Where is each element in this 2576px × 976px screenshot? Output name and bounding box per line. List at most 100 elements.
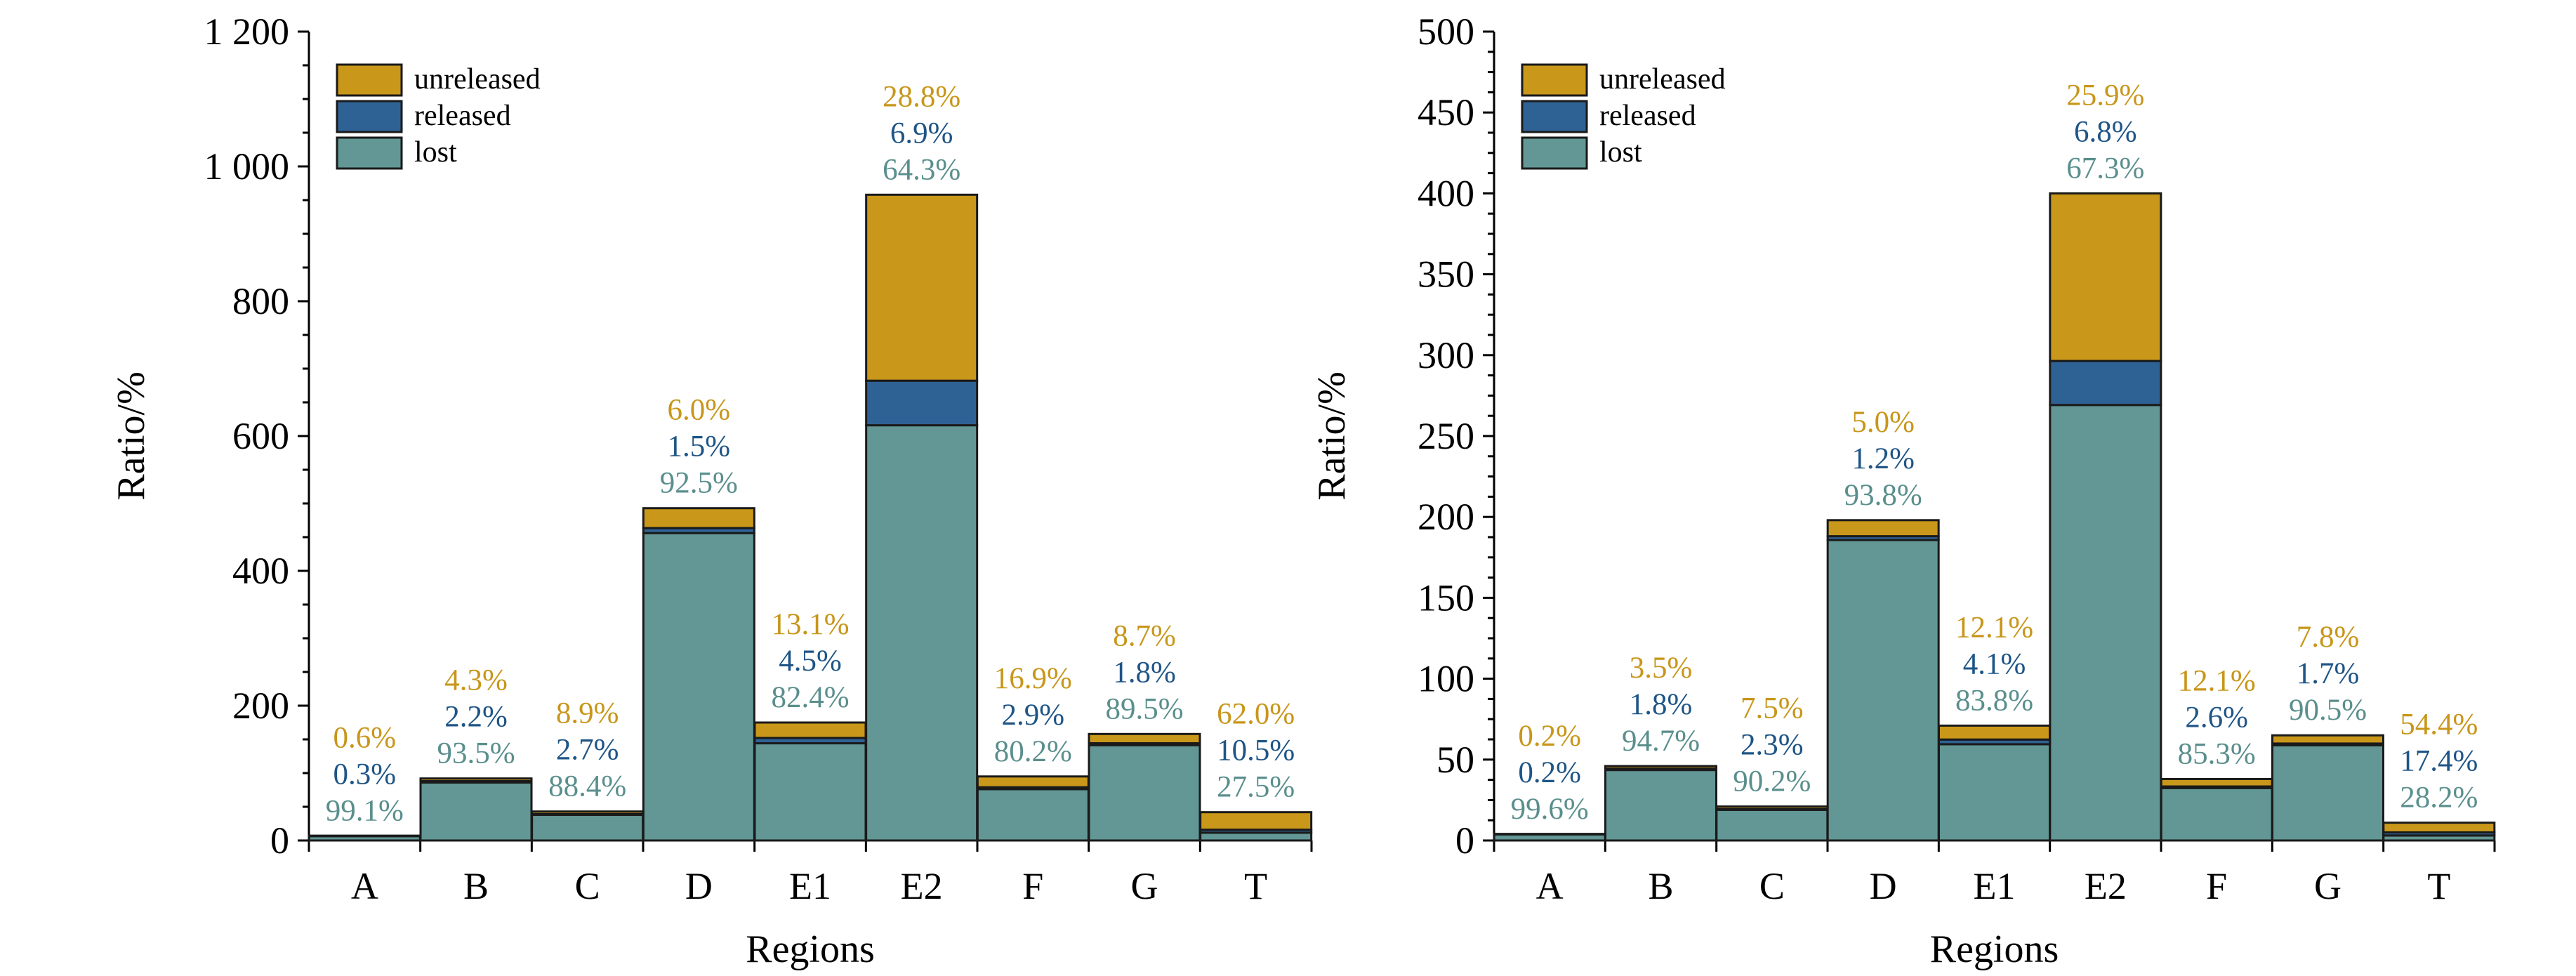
bar-lost-B — [1604, 769, 1717, 842]
data-label-released: 1.7% — [2297, 657, 2360, 690]
data-label-unreleased: 3.5% — [1630, 652, 1693, 685]
data-label-unreleased: 0.6% — [333, 721, 397, 754]
data-label-released: 6.8% — [2074, 115, 2137, 148]
data-label-released: 4.1% — [1963, 647, 2026, 680]
data-label-unreleased: 4.3% — [444, 664, 508, 697]
data-label-unreleased: 7.5% — [1741, 692, 1804, 725]
data-label-unreleased: 62.0% — [1217, 698, 1295, 731]
data-label-lost: 88.4% — [548, 770, 626, 803]
bar-unreleased-C — [1715, 805, 1829, 810]
bar-lost-C — [531, 814, 645, 842]
y-tick-label: 1 200 — [204, 11, 290, 53]
data-label-lost: 90.2% — [1733, 765, 1811, 798]
data-label-unreleased: 0.2% — [1518, 720, 1581, 753]
bar-unreleased-C — [531, 810, 645, 815]
x-tick-label: T — [1244, 865, 1267, 907]
legend-swatch-released — [1521, 100, 1588, 133]
y-tick-label: 0 — [1455, 819, 1474, 862]
bar-lost-G — [2271, 744, 2384, 842]
data-label-released: 1.8% — [1630, 688, 1693, 721]
x-tick-label: B — [1648, 865, 1673, 907]
y-tick-label: 800 — [232, 280, 289, 322]
x-axis-title: Regions — [746, 928, 875, 971]
data-label-released: 2.2% — [444, 701, 508, 734]
data-label-released: 17.4% — [2400, 745, 2478, 778]
bar-lost-D — [642, 532, 755, 842]
bar-unreleased-D — [642, 507, 755, 529]
bar-lost-F — [2160, 786, 2273, 842]
data-label-lost: 64.3% — [883, 153, 960, 186]
data-label-unreleased: 8.7% — [1113, 619, 1176, 652]
data-label-unreleased: 13.1% — [771, 608, 849, 641]
bar-lost-G — [1088, 744, 1201, 842]
x-tick-label: E2 — [2085, 865, 2127, 907]
x-tick-label: A — [351, 865, 378, 907]
legend-swatch-unreleased — [336, 63, 403, 97]
bar-lost-E1 — [753, 742, 867, 842]
data-label-unreleased: 25.9% — [2066, 79, 2144, 112]
data-label-released: 10.5% — [1217, 734, 1295, 767]
data-label-unreleased: 6.0% — [668, 394, 731, 427]
x-tick-label: B — [463, 865, 489, 907]
legend-label-released: released — [414, 100, 511, 132]
x-tick-label: T — [2427, 865, 2450, 907]
y-tick-label: 400 — [1418, 172, 1474, 214]
y-tick-label: 1 000 — [204, 145, 290, 187]
y-axis-title: Ratio/% — [1310, 371, 1354, 501]
bar-unreleased-D — [1826, 519, 1940, 538]
bar-unreleased-E1 — [753, 721, 867, 739]
y-tick-label: 250 — [1418, 415, 1474, 457]
data-label-released: 1.2% — [1851, 442, 1915, 475]
legend-label-lost: lost — [414, 136, 457, 169]
data-label-unreleased: 5.0% — [1851, 406, 1915, 439]
y-tick-label: 300 — [1418, 334, 1474, 376]
bar-unreleased-E2 — [865, 193, 979, 382]
chart-1: 0 200 400 600 800 1 000 1 200 Regions Ratio/% A 0.… — [110, 11, 1313, 971]
y-tick-label: 50 — [1436, 739, 1474, 781]
y-axis-title: Ratio/% — [110, 371, 153, 501]
bar-unreleased-A — [1493, 833, 1606, 836]
data-label-lost: 83.8% — [1955, 684, 2033, 717]
bar-lost-F — [976, 788, 1090, 842]
x-tick-label: D — [1870, 865, 1897, 907]
legend-label-released: released — [1599, 100, 1696, 132]
bar-released-E2 — [865, 379, 979, 427]
data-label-released: 2.7% — [556, 734, 619, 767]
data-label-lost: 82.4% — [771, 681, 849, 714]
y-tick-label: 400 — [232, 550, 289, 592]
y-tick-label: 200 — [1418, 496, 1474, 538]
legend: unreleased released lost — [1521, 63, 1726, 170]
data-label-lost: 99.1% — [326, 794, 404, 827]
chart-2: 0 50 100 150 200 250 300 350 400 450 500 Regions Rat… — [1310, 11, 2496, 971]
y-tick-label: 0 — [270, 819, 289, 862]
data-label-released: 2.3% — [1741, 729, 1804, 762]
bar-unreleased-G — [1088, 732, 1201, 745]
data-label-unreleased: 28.8% — [883, 80, 960, 113]
data-label-lost: 28.2% — [2400, 782, 2478, 815]
x-tick-label: G — [2314, 865, 2341, 907]
data-label-lost: 90.5% — [2289, 694, 2367, 727]
y-tick-label: 500 — [1418, 11, 1474, 53]
data-label-lost: 94.7% — [1622, 725, 1700, 758]
x-tick-label: F — [1022, 865, 1043, 907]
data-label-lost: 67.3% — [2066, 152, 2144, 185]
bar-unreleased-B — [419, 777, 533, 782]
data-label-lost: 27.5% — [1217, 771, 1295, 804]
data-label-released: 2.6% — [2185, 701, 2248, 734]
legend-swatch-lost — [1521, 136, 1588, 170]
bar-unreleased-F — [2160, 777, 2273, 788]
y-tick-label: 200 — [232, 685, 289, 727]
bar-unreleased-B — [1604, 765, 1717, 770]
bar-released-E2 — [2049, 360, 2162, 407]
data-label-unreleased: 12.1% — [2178, 664, 2256, 697]
data-label-lost: 93.5% — [437, 737, 515, 770]
data-label-lost: 80.2% — [994, 735, 1072, 768]
legend-label-unreleased: unreleased — [1599, 63, 1726, 95]
x-tick-label: C — [1759, 865, 1785, 907]
data-label-lost: 92.5% — [660, 467, 738, 500]
y-tick-label: 600 — [232, 415, 289, 457]
bar-lost-E2 — [865, 424, 979, 842]
x-tick-label: E2 — [901, 865, 943, 907]
bar-lost-B — [419, 781, 533, 842]
